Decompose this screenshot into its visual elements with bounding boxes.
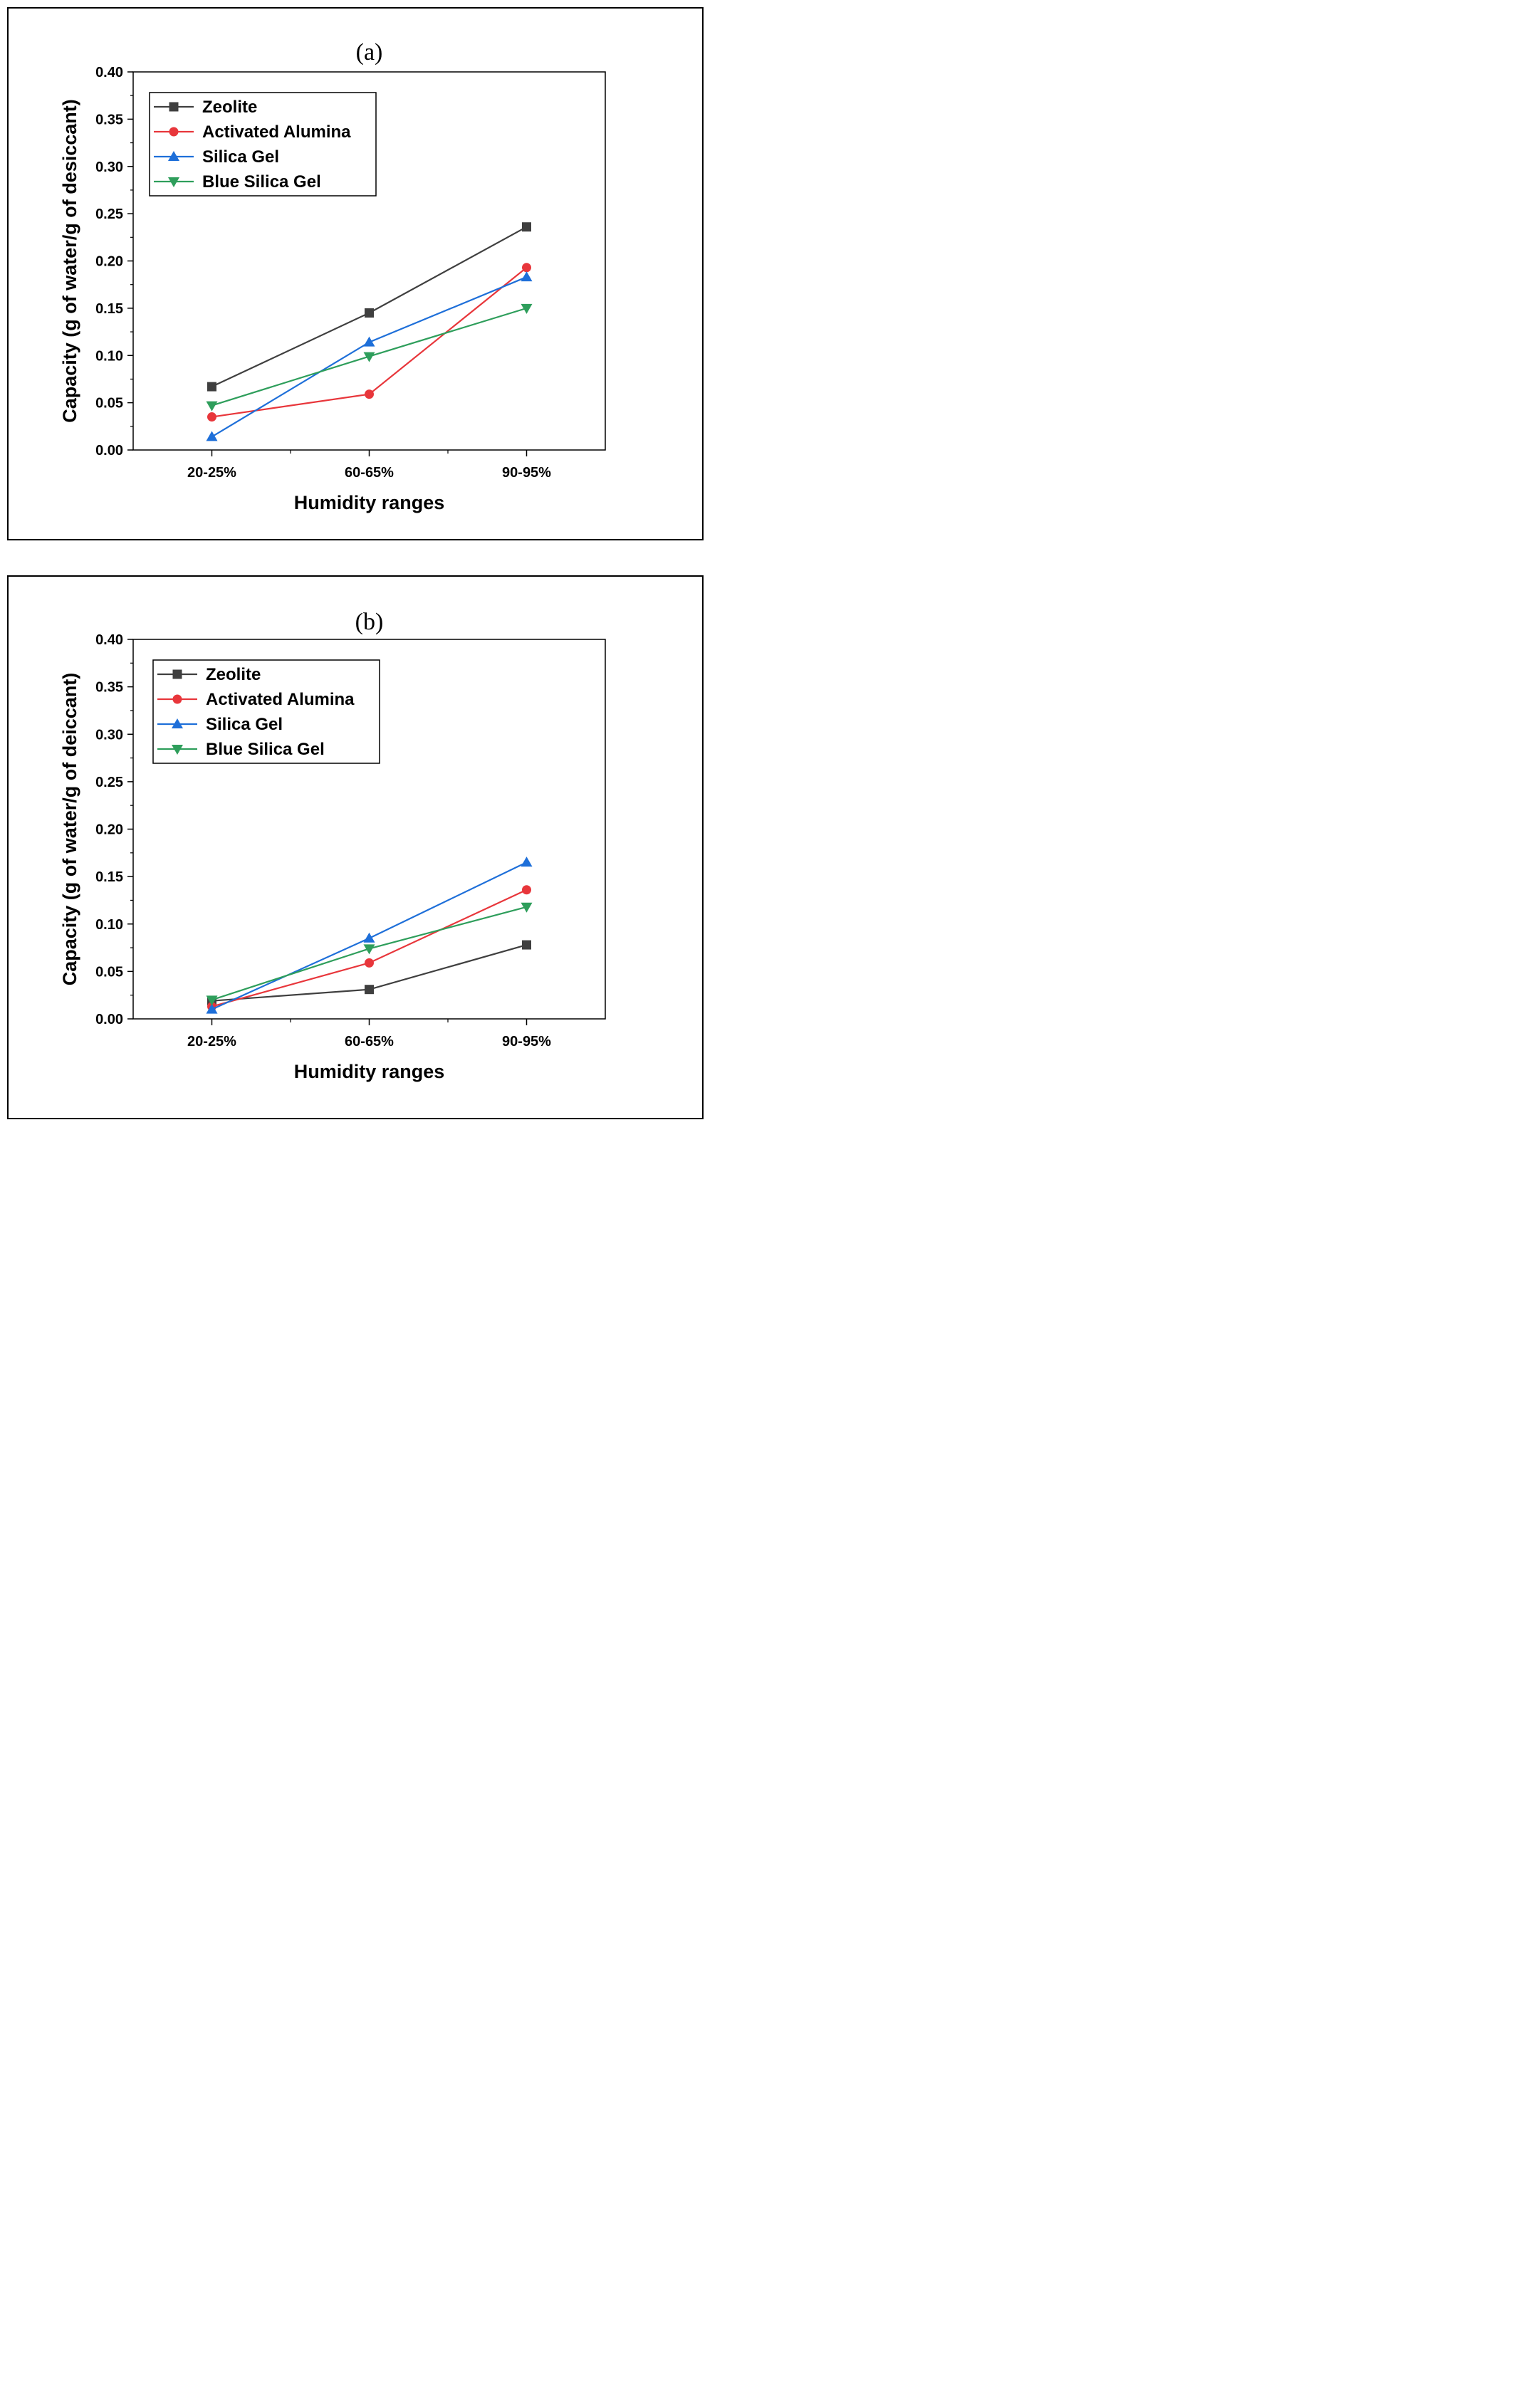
- legend-label-silica-gel-b: Silica Gel: [206, 715, 283, 734]
- y-tick-label-a: 0.35: [95, 112, 123, 127]
- data-point-silica-gel-a: [363, 336, 375, 347]
- legend-box-a: [149, 92, 377, 197]
- data-point-silica-gel-b: [363, 932, 375, 943]
- legend-box-b: [152, 659, 380, 764]
- data-point-silica-gel-b: [521, 857, 533, 867]
- legend-marker-activated-alumina-a: [169, 127, 179, 137]
- legend-marker-blue-silica-gel-a: [168, 177, 179, 187]
- data-point-silica-gel-a: [521, 271, 533, 282]
- legend-label-zeolite-a: Zeolite: [202, 98, 257, 117]
- y-tick-label-a: 0.30: [95, 159, 123, 175]
- y-tick-label-b: 0.15: [95, 869, 123, 885]
- data-point-zeolite-a: [522, 222, 531, 232]
- x-tick-label-a: 90-95%: [502, 465, 551, 481]
- data-point-activated-alumina-b: [365, 958, 374, 968]
- y-tick-label-b: 0.35: [95, 680, 123, 696]
- chart-panel-b: 0.00 0.05 0.10 0.15 0.20 0.25 0.30 0.35 0.40 20-2…: [7, 575, 704, 1119]
- data-point-activated-alumina-a: [207, 412, 216, 422]
- y-tick-label-a: 0.00: [95, 443, 123, 459]
- y-axis-title-a: Capacity (g of water/g of desiccant): [59, 99, 80, 423]
- y-tick-label-a: 0.15: [95, 301, 123, 317]
- legend-marker-silica-gel-b: [172, 718, 183, 728]
- legend-label-activated-alumina-a: Activated Alumina: [202, 122, 351, 142]
- legend-marker-blue-silica-gel-b: [172, 745, 183, 755]
- x-tick-label-a: 20-25%: [187, 465, 236, 481]
- x-axis-title-a: Humidity ranges: [294, 492, 445, 513]
- y-tick-label-b: 0.10: [95, 917, 123, 933]
- y-axis-title-b: Capacity (g of water/g of deiccant): [59, 673, 80, 986]
- data-point-blue-silica-gel-a: [521, 303, 533, 314]
- data-point-blue-silica-gel-a: [363, 352, 375, 362]
- data-point-silica-gel-b: [206, 1003, 218, 1014]
- y-tick-label-a: 0.05: [95, 396, 123, 412]
- y-tick-label-a: 0.40: [95, 65, 123, 80]
- data-point-zeolite-b: [522, 940, 531, 950]
- x-tick-label-b: 90-95%: [502, 1034, 551, 1049]
- data-point-zeolite-a: [207, 382, 216, 392]
- data-point-zeolite-b: [365, 985, 374, 995]
- y-tick-label-a: 0.20: [95, 254, 123, 270]
- y-tick-label-b: 0.00: [95, 1012, 123, 1027]
- chart-b-svg: 0.00 0.05 0.10 0.15 0.20 0.25 0.30 0.35 0.40 20-2…: [59, 609, 606, 1082]
- legend-label-zeolite-b: Zeolite: [206, 665, 261, 684]
- legend-label-blue-silica-gel-a: Blue Silica Gel: [202, 172, 321, 192]
- y-tick-label-b: 0.25: [95, 775, 123, 790]
- y-tick-label-b: 0.05: [95, 964, 123, 980]
- chart-a-svg: 0.00 0.05 0.10 0.15 0.20 0.25 0.30 0.35 0.40 20-2…: [59, 39, 606, 513]
- y-tick-label-b: 0.30: [95, 727, 123, 743]
- legend-marker-activated-alumina-b: [172, 694, 182, 704]
- chart-title-b: (b): [355, 609, 384, 635]
- data-point-activated-alumina-b: [522, 885, 531, 895]
- data-point-activated-alumina-a: [522, 263, 531, 273]
- data-point-blue-silica-gel-b: [521, 902, 533, 913]
- chart-panel-a: 0.00 0.05 0.10 0.15 0.20 0.25 0.30 0.35 0.40 20-2…: [7, 7, 704, 540]
- legend-marker-zeolite-b: [172, 669, 182, 679]
- y-tick-label-a: 0.10: [95, 348, 123, 364]
- data-point-blue-silica-gel-a: [206, 401, 218, 412]
- x-tick-label-a: 60-65%: [345, 465, 394, 481]
- data-point-blue-silica-gel-b: [363, 944, 375, 955]
- legend-label-activated-alumina-b: Activated Alumina: [206, 690, 355, 709]
- legend-marker-zeolite-a: [169, 102, 179, 112]
- y-tick-label-a: 0.25: [95, 206, 123, 222]
- x-tick-label-b: 20-25%: [187, 1034, 236, 1049]
- y-tick-label-b: 0.20: [95, 822, 123, 838]
- legend-label-blue-silica-gel-b: Blue Silica Gel: [206, 740, 325, 759]
- data-point-zeolite-a: [365, 308, 374, 318]
- legend-marker-silica-gel-a: [168, 151, 179, 161]
- data-point-silica-gel-a: [206, 431, 218, 441]
- data-point-blue-silica-gel-b: [206, 995, 218, 1006]
- data-point-activated-alumina-a: [365, 389, 374, 399]
- series-line-zeolite-a: [211, 226, 528, 388]
- x-axis-title-b: Humidity ranges: [294, 1061, 445, 1082]
- x-tick-label-b: 60-65%: [345, 1034, 394, 1049]
- legend-label-silica-gel-a: Silica Gel: [202, 147, 279, 167]
- y-tick-label-b: 0.40: [95, 632, 123, 648]
- chart-title-a: (a): [356, 39, 383, 66]
